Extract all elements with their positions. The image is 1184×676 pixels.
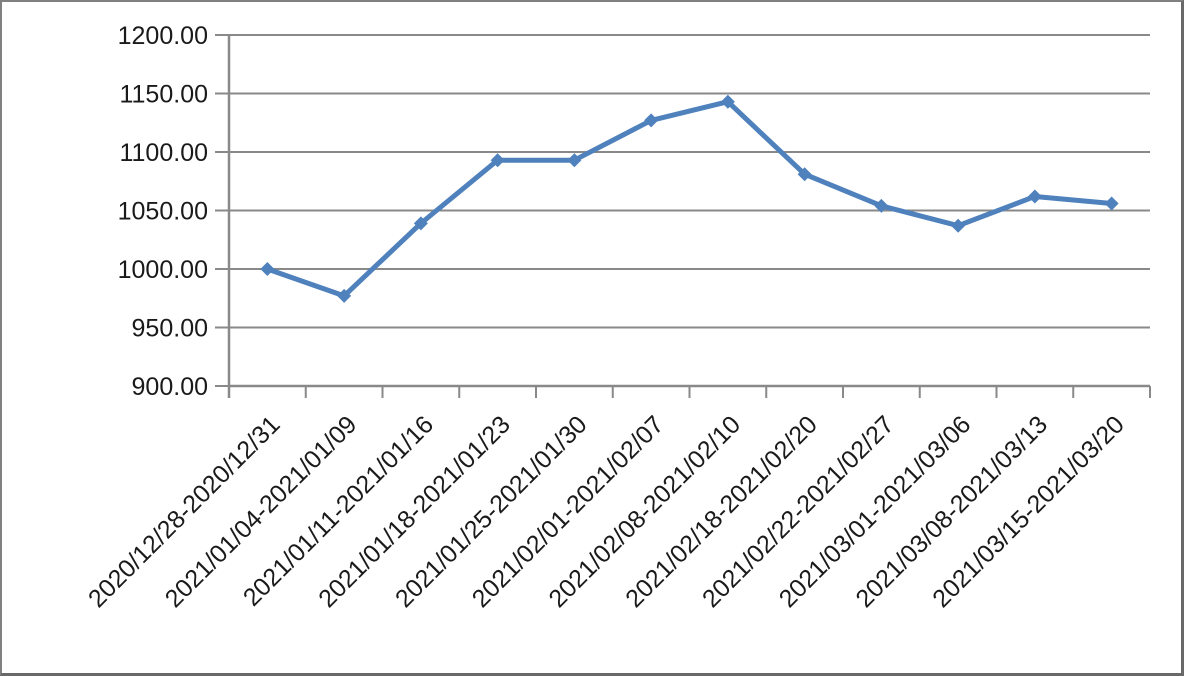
- data-point-marker: [874, 198, 889, 213]
- y-axis-tick-label: 950.00: [132, 315, 208, 343]
- y-axis-labels-group: 1200.00 1150.00 1100.00 1050.00 1000.00 950.0…: [118, 22, 208, 401]
- y-axis-tick-label: 1050.00: [118, 198, 208, 226]
- y-axis-tick-label: 900.00: [132, 373, 208, 401]
- data-point-marker: [951, 218, 966, 233]
- series-line: [264, 99, 1115, 299]
- data-point-marker: [490, 153, 505, 168]
- series-group: [260, 94, 1119, 303]
- data-point-marker: [644, 113, 659, 128]
- data-point-marker: [260, 262, 275, 276]
- y-axis-tick-label: 1200.00: [118, 22, 208, 50]
- data-point-marker: [567, 153, 582, 168]
- y-axis-tick-label: 1150.00: [119, 81, 208, 109]
- data-point-marker: [337, 288, 352, 303]
- data-point-marker: [413, 216, 428, 231]
- data-point-marker: [797, 167, 812, 182]
- y-axis-tick-label: 1000.00: [118, 256, 208, 284]
- data-point-marker: [1027, 189, 1042, 204]
- x-axis-labels-group: 2020/12/28-2020/12/312021/01/04-2021/01/…: [83, 410, 1130, 613]
- axes-group: [215, 34, 1151, 398]
- y-axis-tick-label: 1100.00: [119, 139, 208, 167]
- data-point-marker: [1104, 196, 1119, 211]
- data-point-marker: [720, 94, 735, 109]
- gridlines-group: [229, 34, 1150, 329]
